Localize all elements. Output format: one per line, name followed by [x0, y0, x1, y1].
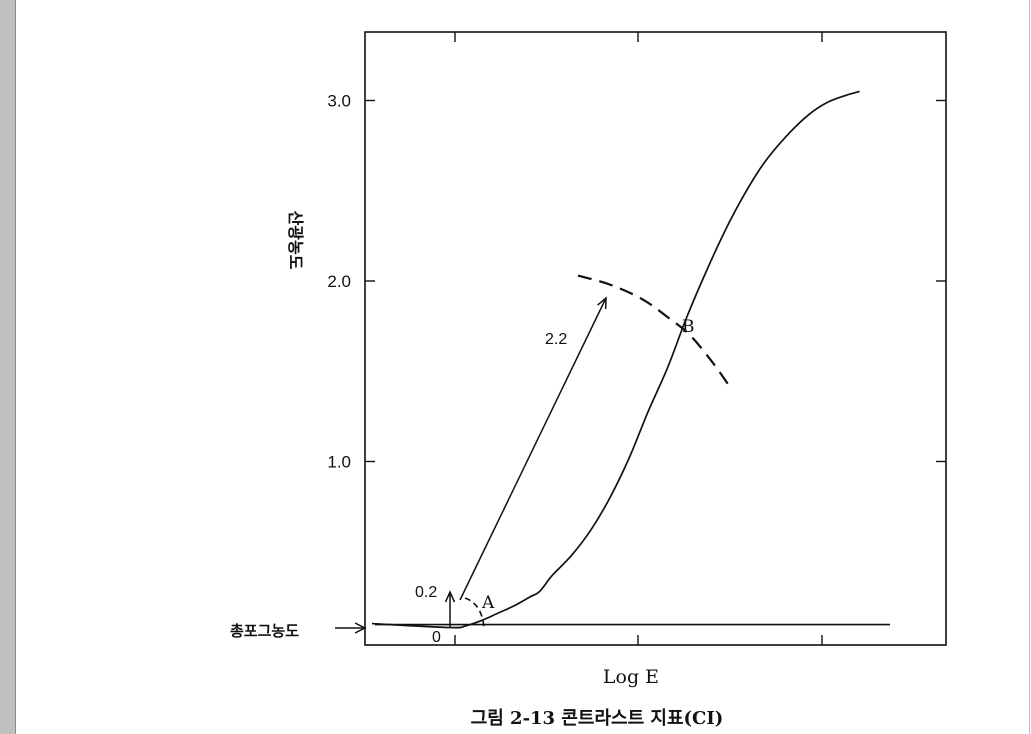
density-step-label: 2.2 — [545, 331, 567, 348]
y-tick-label-1.0: 1.0 — [327, 453, 351, 472]
y-tick-label-2.0: 2.0 — [327, 272, 351, 291]
x-axis-label: Log E — [603, 666, 659, 688]
characteristic-curve — [371, 90, 860, 629]
point-b-label: B — [682, 317, 695, 337]
y-tick-label-3.0: 3.0 — [327, 92, 351, 111]
left-edge-line — [15, 0, 16, 734]
plot-frame — [364, 31, 947, 646]
y-axis-label: 산광농도 — [286, 211, 305, 270]
figure-caption: 그림 2-13 콘트라스트 지표(CI) — [471, 708, 724, 729]
axis-ticks — [365, 32, 946, 645]
base-fog-density-label: 총포그농도 — [230, 622, 299, 640]
point-a-label: A — [481, 593, 495, 613]
density-step-arrow-shaft — [459, 297, 607, 601]
base-fog-arrow-head — [354, 622, 367, 634]
left-window-edge — [0, 0, 15, 734]
plot-border — [364, 31, 947, 646]
right-edge-line — [1029, 0, 1030, 734]
angle-arc-a — [464, 597, 485, 629]
origin-label: 0 — [432, 629, 441, 646]
density-step-arrow-head — [597, 296, 607, 310]
dashed-arc — [577, 274, 733, 390]
density-increment-label: 0.2 — [415, 584, 437, 601]
series-layer — [335, 90, 890, 634]
density-increment-arrow-head — [444, 590, 456, 603]
